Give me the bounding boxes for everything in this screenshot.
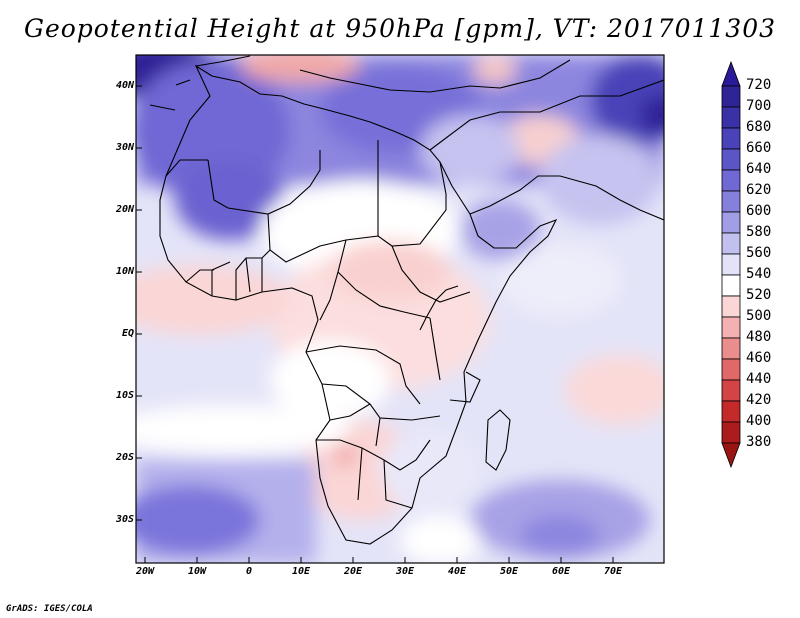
colorbar-label-700: 700: [746, 98, 772, 114]
lat-label-10s: 10S: [115, 390, 134, 401]
colorbar-label-640: 640: [746, 161, 772, 177]
lon-label-0: 0: [245, 566, 253, 577]
colorbar-label-660: 660: [746, 140, 772, 156]
lat-label-30s: 30S: [115, 514, 134, 525]
colorbar-label-380: 380: [746, 434, 772, 450]
plot-frame: [135, 54, 665, 564]
colorbar-band-460_480: [721, 337, 741, 360]
colorbar-label-580: 580: [746, 224, 772, 240]
colorbar-band-660_680: [721, 127, 741, 150]
colorbar-label-600: 600: [746, 203, 772, 219]
colorbar: [721, 60, 741, 469]
colorbar-label-480: 480: [746, 329, 772, 345]
axis-ticks: [136, 85, 614, 563]
coastlines: [149, 55, 664, 545]
lat-label-eq: EQ: [121, 328, 134, 339]
lon-label-70e: 70E: [603, 566, 623, 577]
colorbar-band-440_460: [721, 358, 741, 381]
lat-label-30n: 30N: [115, 142, 134, 153]
colorbar-bottom-arrow: [721, 442, 741, 469]
lon-label-40e: 40E: [447, 566, 467, 577]
colorbar-band-700_720: [721, 85, 741, 108]
colorbar-band-580_600: [721, 211, 741, 234]
colorbar-band-560_580: [721, 232, 741, 255]
colorbar-band-540_560: [721, 253, 741, 276]
colorbar-label-400: 400: [746, 413, 772, 429]
lon-label-20e: 20E: [343, 566, 363, 577]
lat-label-20s: 20S: [115, 452, 134, 463]
geopotential-shading: [136, 55, 664, 563]
grads-credit: GrADS: IGES/COLA: [6, 604, 93, 614]
colorbar-label-500: 500: [746, 308, 772, 324]
chart-title: Geopotential Height at 950hPa [gpm], VT:…: [23, 14, 777, 43]
colorbar-label-520: 520: [746, 287, 772, 303]
lon-label-60e: 60E: [551, 566, 571, 577]
colorbar-band-680_700: [721, 106, 741, 129]
colorbar-label-620: 620: [746, 182, 772, 198]
colorbar-band-620_640: [721, 169, 741, 192]
colorbar-band-640_660: [721, 148, 741, 171]
colorbar-label-560: 560: [746, 245, 772, 261]
colorbar-top-arrow: [721, 60, 741, 87]
lon-label-20w: 20W: [135, 566, 155, 577]
colorbar-label-540: 540: [746, 266, 772, 282]
colorbar-label-720: 720: [746, 77, 772, 93]
colorbar-band-600_620: [721, 190, 741, 213]
lat-label-20n: 20N: [115, 204, 134, 215]
colorbar-band-420_440: [721, 379, 741, 402]
colorbar-label-440: 440: [746, 371, 772, 387]
colorbar-band-380_400: [721, 421, 741, 444]
lon-label-10e: 10E: [291, 566, 311, 577]
colorbar-label-420: 420: [746, 392, 772, 408]
colorbar-band-520_540: [721, 274, 741, 297]
colorbar-label-680: 680: [746, 119, 772, 135]
lon-label-50e: 50E: [499, 566, 519, 577]
lon-label-10w: 10W: [187, 566, 207, 577]
colorbar-band-400_420: [721, 400, 741, 423]
lon-label-30e: 30E: [395, 566, 415, 577]
lat-label-10n: 10N: [115, 266, 134, 277]
colorbar-band-500_520: [721, 295, 741, 318]
lat-label-40n: 40N: [115, 80, 134, 91]
colorbar-label-460: 460: [746, 350, 772, 366]
colorbar-band-480_500: [721, 316, 741, 339]
